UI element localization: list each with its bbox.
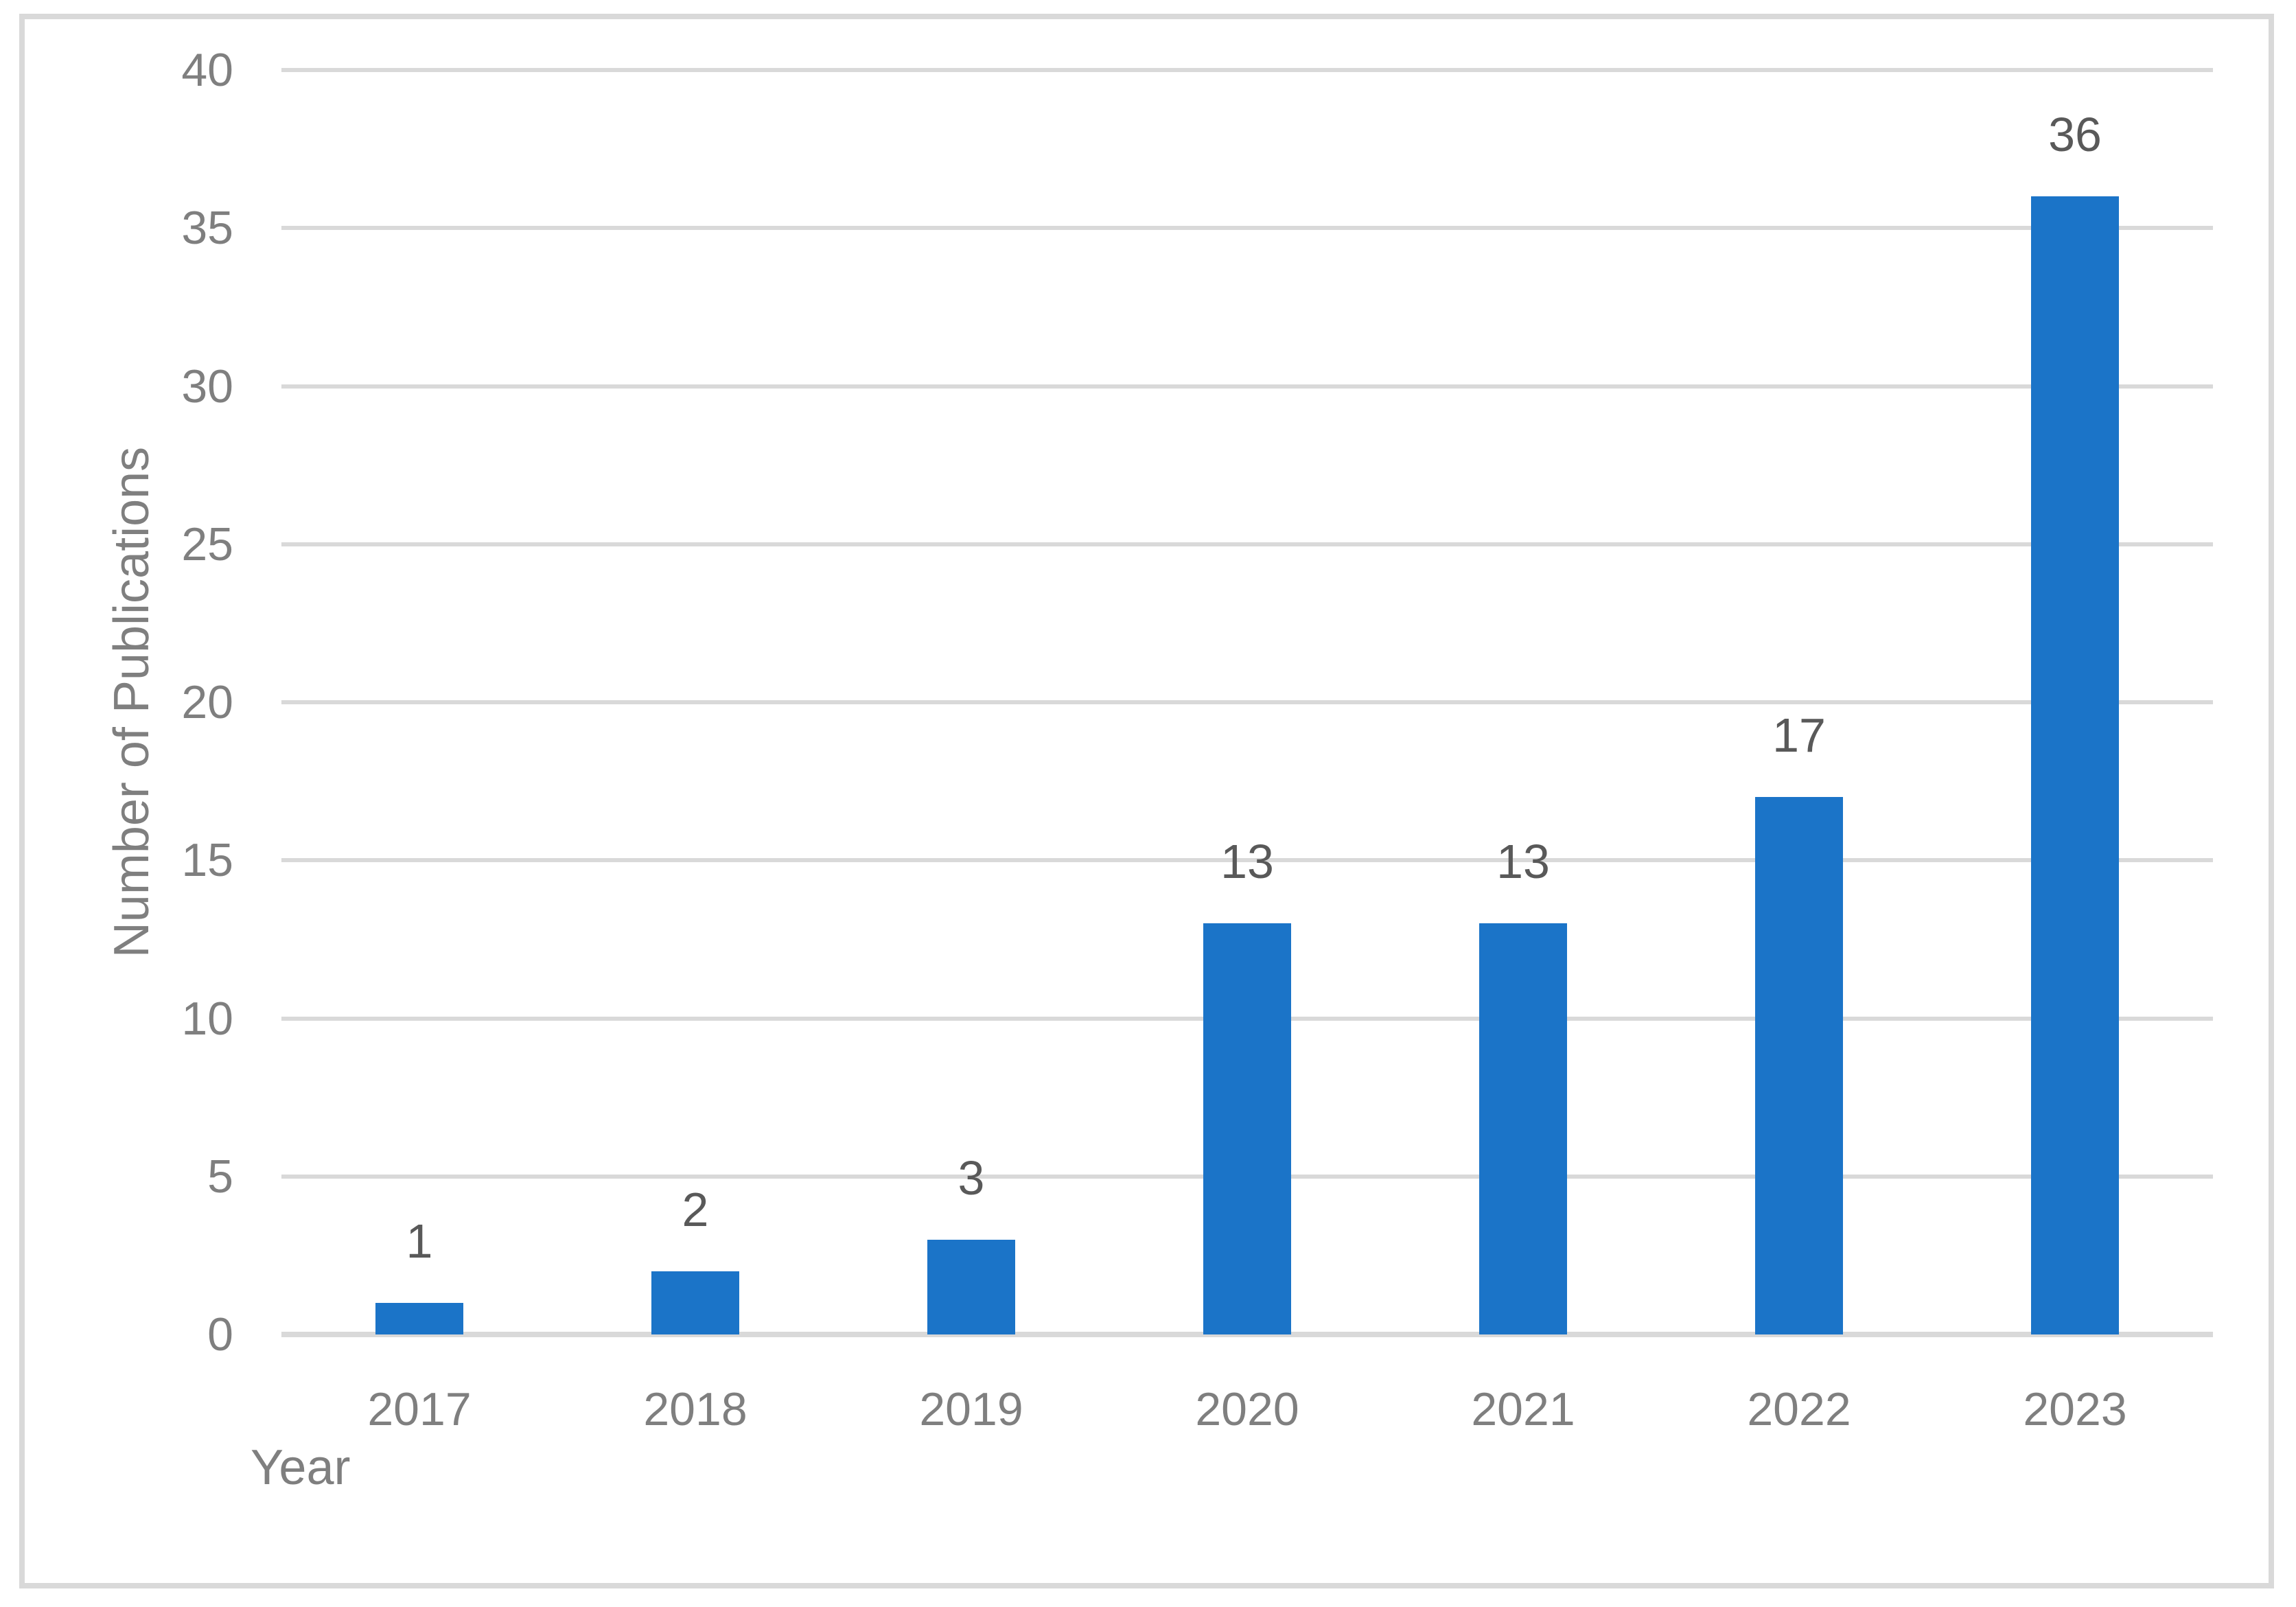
bar-2019: [927, 1240, 1015, 1334]
bar-value-label-2019: 3: [958, 1151, 985, 1205]
y-tick-label-0: 0: [207, 1308, 233, 1361]
y-tick-label-10: 10: [181, 992, 233, 1045]
y-tick-label-15: 15: [181, 834, 233, 887]
gridline-y-30: [281, 384, 2213, 389]
bar-value-label-2017: 1: [406, 1214, 433, 1268]
x-tick-label-2019: 2019: [919, 1383, 1023, 1435]
x-axis-line: [281, 1332, 2213, 1337]
x-tick-label-2022: 2022: [1747, 1383, 1851, 1435]
gridline-y-35: [281, 226, 2213, 231]
bar-2020: [1203, 923, 1291, 1334]
chart-border-frame: [19, 14, 2274, 1588]
gridline-y-20: [281, 700, 2213, 704]
y-tick-label-5: 5: [207, 1150, 233, 1203]
x-tick-label-2020: 2020: [1195, 1383, 1299, 1435]
y-tick-label-20: 20: [181, 676, 233, 728]
gridline-y-40: [281, 68, 2213, 72]
x-axis-title: Year: [251, 1440, 351, 1495]
bar-value-label-2023: 36: [2048, 108, 2102, 161]
bar-value-label-2021: 13: [1496, 835, 1550, 888]
bar-2023: [2031, 196, 2119, 1334]
x-tick-label-2018: 2018: [643, 1383, 747, 1435]
bar-value-label-2022: 17: [1772, 708, 1826, 762]
plot-area: 1 2 3 13 13 17 36: [281, 68, 2213, 1337]
y-tick-label-25: 25: [181, 518, 233, 570]
gridline-y-15: [281, 858, 2213, 863]
gridline-y-25: [281, 542, 2213, 546]
bar-value-label-2018: 2: [682, 1183, 709, 1236]
y-tick-label-30: 30: [181, 360, 233, 413]
bar-2018: [651, 1271, 739, 1334]
bar-value-label-2020: 13: [1220, 835, 1274, 888]
y-tick-label-35: 35: [181, 202, 233, 255]
bar-2017: [375, 1303, 463, 1334]
bar-2022: [1755, 797, 1843, 1334]
x-tick-label-2017: 2017: [367, 1383, 472, 1435]
y-tick-label-40: 40: [181, 44, 233, 96]
x-tick-label-2023: 2023: [2023, 1383, 2127, 1435]
x-tick-label-2021: 2021: [1471, 1383, 1575, 1435]
bar-2021: [1479, 923, 1567, 1334]
